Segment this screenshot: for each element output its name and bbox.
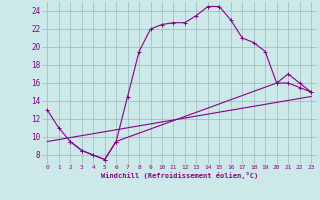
X-axis label: Windchill (Refroidissement éolien,°C): Windchill (Refroidissement éolien,°C)	[100, 172, 258, 179]
